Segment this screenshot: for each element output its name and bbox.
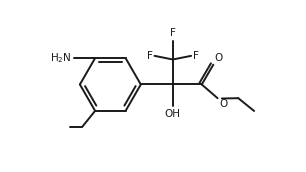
Text: OH: OH: [165, 109, 181, 120]
Text: H$_2$N: H$_2$N: [50, 51, 72, 65]
Text: F: F: [170, 28, 176, 38]
Text: O: O: [219, 99, 227, 109]
Text: F: F: [147, 51, 153, 61]
Text: O: O: [215, 52, 223, 63]
Text: F: F: [193, 51, 199, 61]
